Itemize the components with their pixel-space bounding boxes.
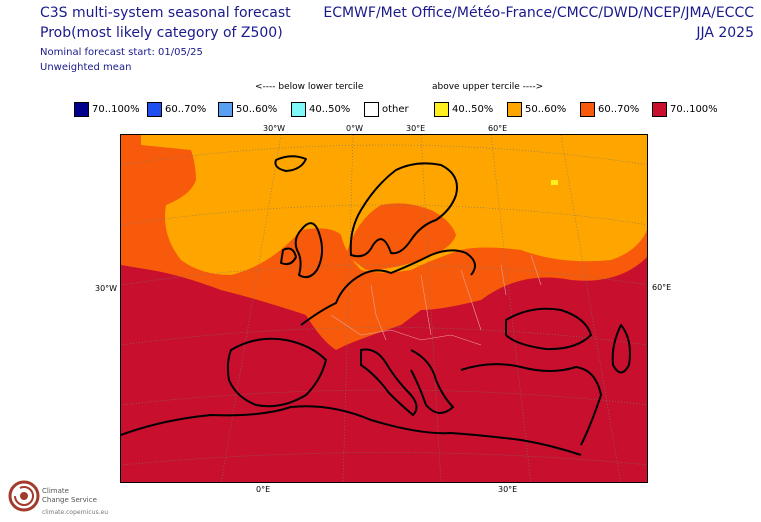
region-above-40-50 bbox=[551, 180, 558, 185]
top-tick-60e: 60°E bbox=[488, 124, 508, 133]
weighting-note: Unweighted mean bbox=[40, 62, 132, 73]
bottom-tick-0e: 0°E bbox=[256, 485, 271, 494]
legend-label: 50..60% bbox=[236, 103, 278, 115]
legend-item: 50..60% bbox=[507, 101, 566, 117]
map-canvas bbox=[121, 135, 647, 482]
legend-label: 60..70% bbox=[165, 103, 207, 115]
legend-swatch bbox=[364, 101, 379, 117]
legend: 70..100% 60..70% 50..60% 40..50% other 4… bbox=[74, 101, 724, 119]
legend-item: 40..50% bbox=[291, 101, 350, 117]
legend-above-label: above upper tercile ----> bbox=[432, 82, 544, 92]
legend-swatch bbox=[218, 101, 233, 117]
legend-label: 50..60% bbox=[525, 103, 567, 115]
title-line-2: Prob(most likely category of Z500) bbox=[40, 25, 283, 41]
legend-swatch bbox=[291, 101, 306, 117]
c3s-logo-icon bbox=[8, 480, 40, 512]
models-list: ECMWF/Met Office/Météo-France/CMCC/DWD/N… bbox=[323, 5, 754, 21]
title-line-1: C3S multi-system seasonal forecast bbox=[40, 5, 291, 21]
legend-item: 60..70% bbox=[580, 101, 639, 117]
legend-label: other bbox=[382, 103, 409, 115]
legend-label: 40..50% bbox=[452, 103, 494, 115]
borders bbox=[330, 254, 542, 346]
season-label: JJA 2025 bbox=[696, 25, 754, 41]
legend-item: 50..60% bbox=[218, 101, 277, 117]
probability-map bbox=[120, 134, 648, 483]
graticule bbox=[121, 135, 647, 482]
top-tick-30e: 30°E bbox=[406, 124, 426, 133]
legend-label: 70..100% bbox=[92, 103, 140, 115]
legend-item: other bbox=[364, 101, 409, 117]
bottom-tick-30e: 30°E bbox=[498, 485, 518, 494]
logo-url: climate.copernicus.eu bbox=[42, 509, 109, 516]
legend-swatch bbox=[147, 101, 162, 117]
legend-swatch bbox=[507, 101, 522, 117]
logo-line-1: Climate bbox=[42, 487, 69, 495]
logo-line-2: Change Service bbox=[42, 496, 97, 504]
forecast-start: Nominal forecast start: 01/05/25 bbox=[40, 47, 203, 58]
legend-item: 70..100% bbox=[74, 101, 140, 117]
legend-label: 60..70% bbox=[598, 103, 640, 115]
legend-swatch bbox=[652, 101, 667, 117]
legend-item: 40..50% bbox=[434, 101, 493, 117]
legend-item: 70..100% bbox=[652, 101, 718, 117]
top-tick-0w: 0°W bbox=[346, 124, 363, 133]
legend-swatch bbox=[434, 101, 449, 117]
c3s-logo bbox=[6, 478, 116, 518]
legend-label: 40..50% bbox=[309, 103, 351, 115]
legend-item: 60..70% bbox=[147, 101, 206, 117]
right-tick-60e: 60°E bbox=[652, 283, 672, 292]
top-tick-30w: 30°W bbox=[263, 124, 286, 133]
legend-below-label: <---- below lower tercile bbox=[255, 82, 364, 92]
left-tick-30w: 30°W bbox=[95, 284, 118, 293]
legend-label: 70..100% bbox=[670, 103, 718, 115]
legend-swatch bbox=[74, 101, 89, 117]
coastlines bbox=[121, 155, 631, 456]
legend-swatch bbox=[580, 101, 595, 117]
region-above-60-70-north bbox=[346, 203, 456, 270]
